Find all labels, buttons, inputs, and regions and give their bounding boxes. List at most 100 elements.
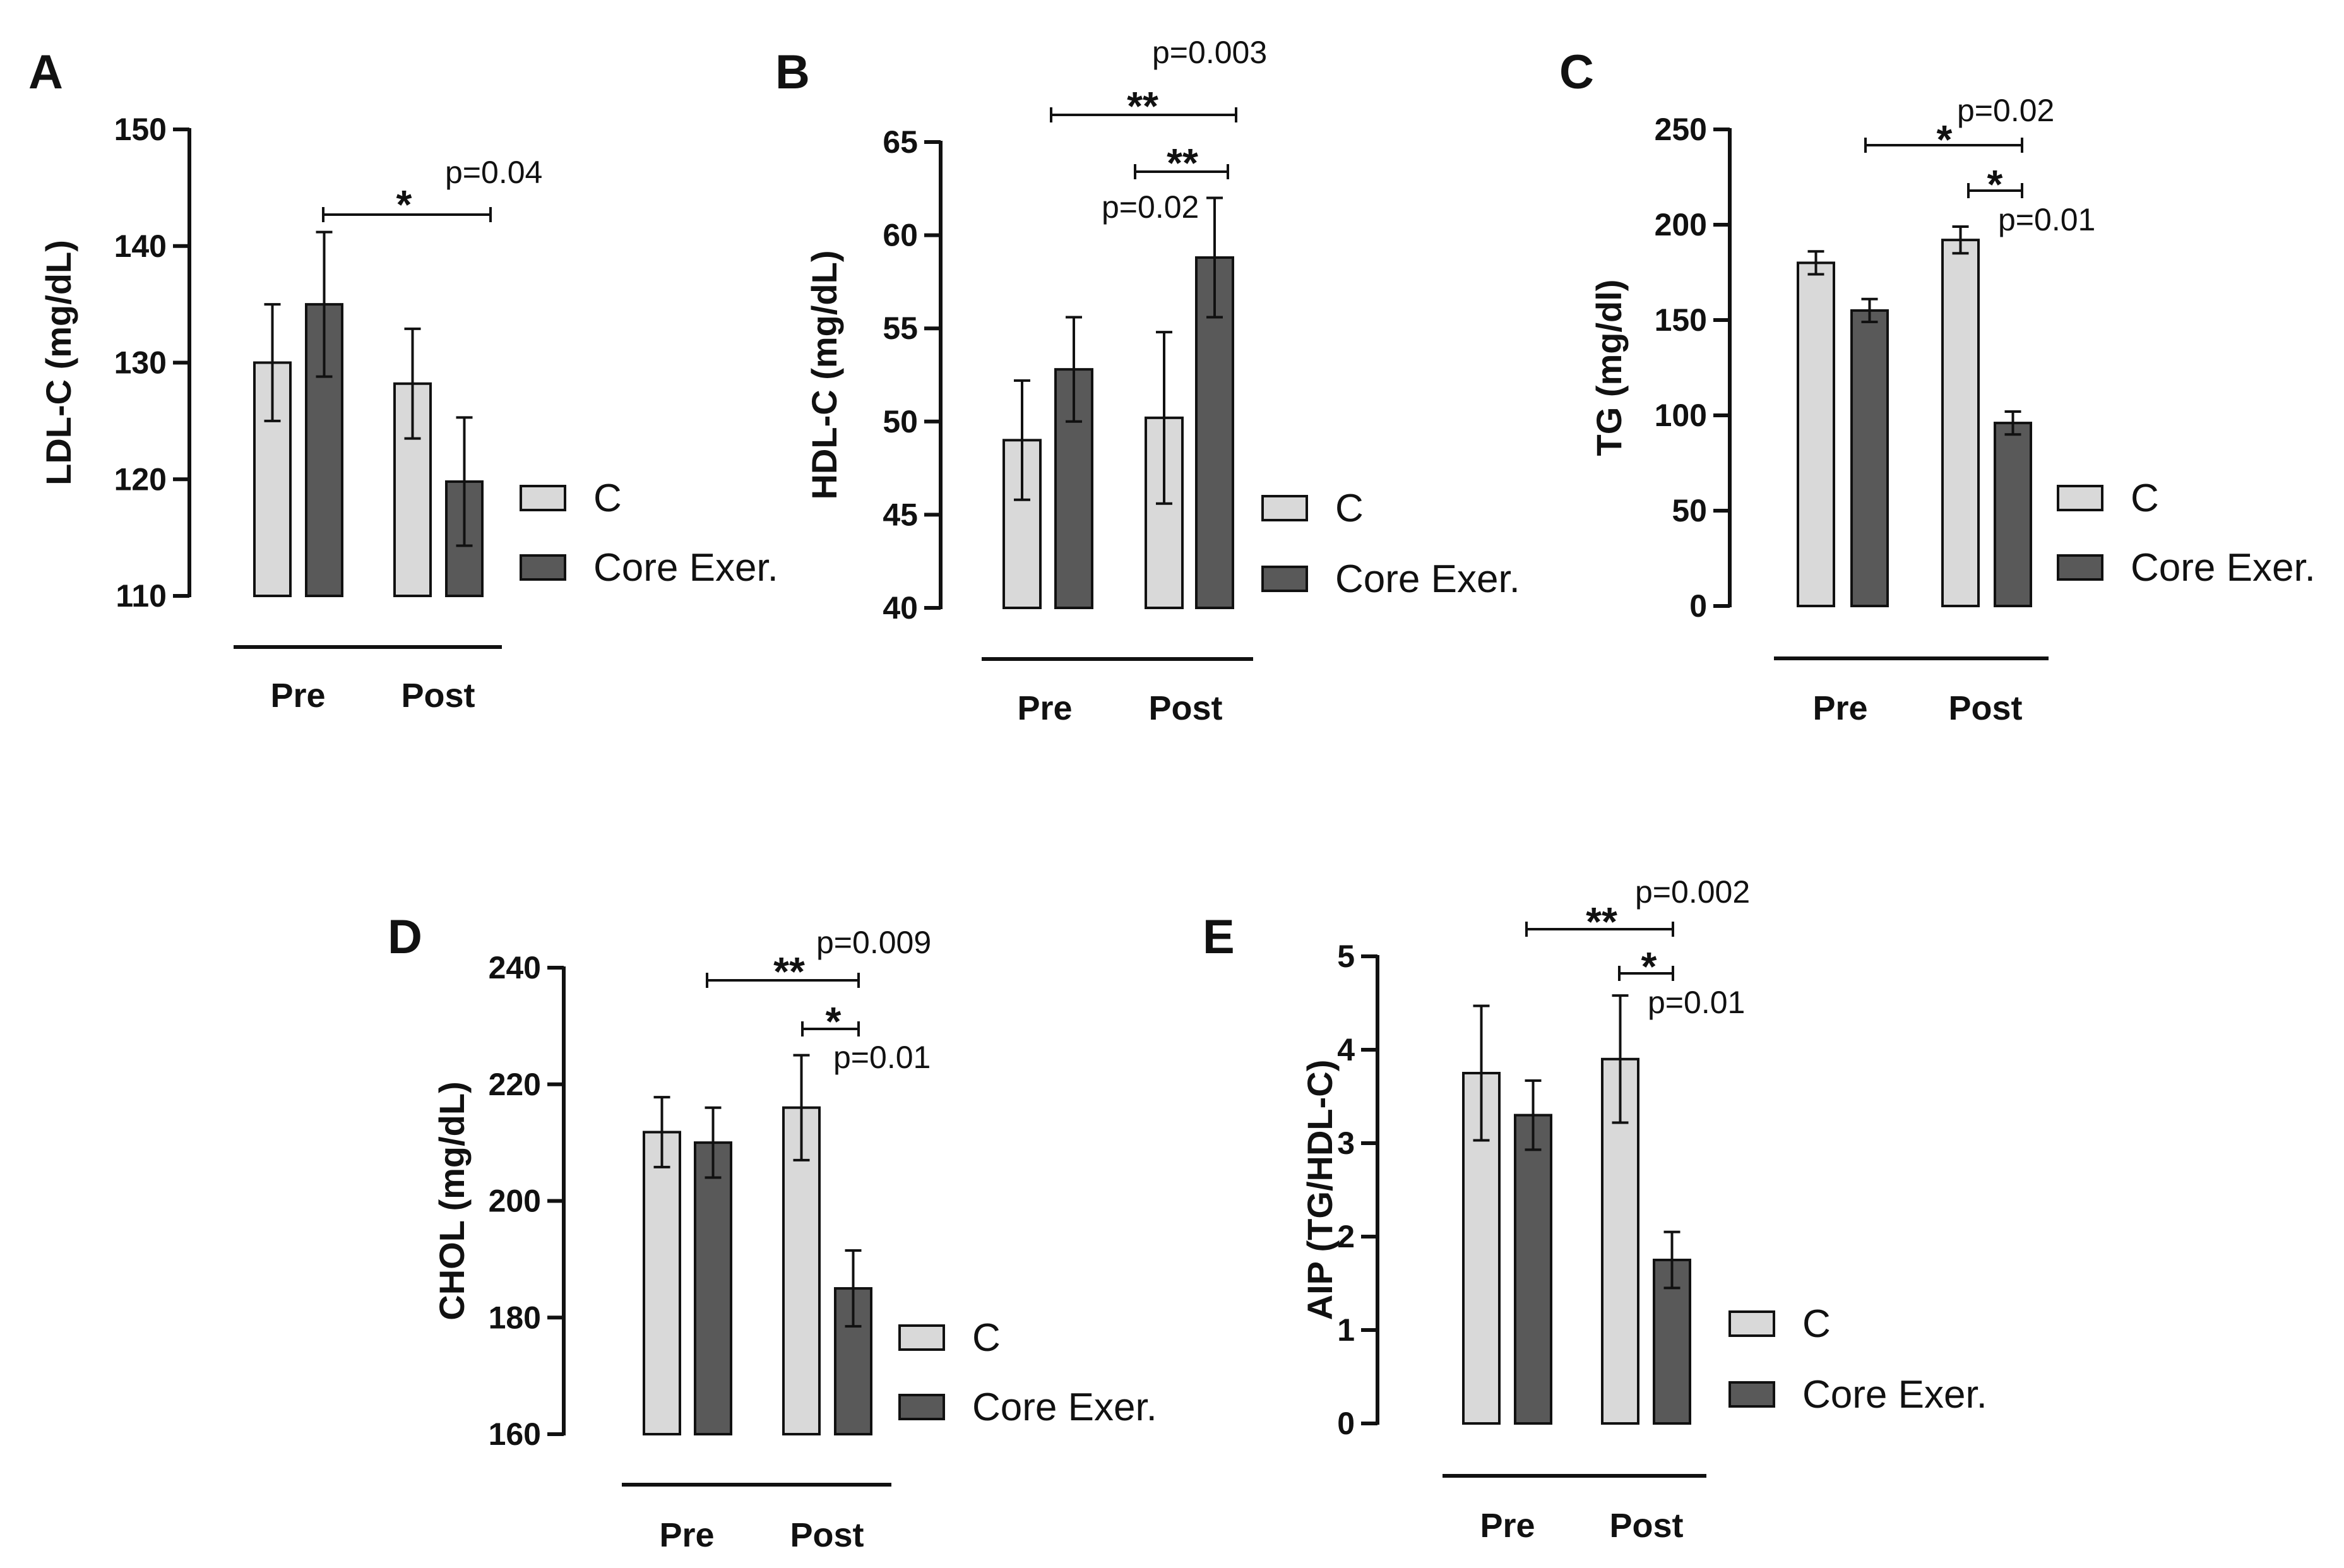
legend-swatch xyxy=(1261,566,1308,592)
legend-label: Core Exer. xyxy=(2131,546,2316,590)
panel-a: A 110 120 130 140 150 LDL-C (mg/dL) Pre Post C Cor… xyxy=(28,45,778,715)
y-tick-label: 150 xyxy=(114,112,167,147)
y-tick-label: 160 xyxy=(489,1417,541,1452)
y-tick-label: 130 xyxy=(114,345,167,381)
y-tick-label: 140 xyxy=(114,229,167,264)
significance-stars: * xyxy=(396,182,412,227)
legend-swatch xyxy=(1728,1310,1775,1337)
y-tick-label: 4 xyxy=(1337,1032,1355,1067)
legend-label: Core Exer. xyxy=(1335,557,1520,601)
y-tick-label: 5 xyxy=(1337,939,1355,974)
x-tick-label: Post xyxy=(1148,689,1222,727)
legend-swatch xyxy=(2057,554,2103,581)
y-tick-label: 150 xyxy=(1655,302,1707,338)
y-tick-label: 240 xyxy=(489,950,541,985)
significance-stars: * xyxy=(1987,162,2003,207)
x-tick-label: Pre xyxy=(1812,689,1867,727)
y-tick-label: 3 xyxy=(1337,1126,1355,1161)
panel-e: E 0 1 2 3 4 5 AIP (TG/HDL-C) Pre Post C Core Exer. *… xyxy=(1203,874,1987,1545)
significance-stars: * xyxy=(826,999,842,1044)
legend-label: C xyxy=(2131,477,2159,520)
y-tick-label: 2 xyxy=(1337,1219,1355,1254)
panel-d: D 160 180 200 220 240 CHOL (mg/dL) Pre Post C Core… xyxy=(388,910,1157,1554)
y-axis-title: HDL-C (mg/dL) xyxy=(804,250,844,499)
panel-b: B 40 45 50 55 60 65 HDL-C (mg/dL) Pre Post C Core E… xyxy=(775,35,1520,727)
legend-swatch xyxy=(520,554,566,581)
x-tick-label: Pre xyxy=(270,677,325,715)
bar-core-exer-pre xyxy=(1850,309,1889,607)
x-tick-label: Post xyxy=(401,677,475,715)
y-tick-label: 55 xyxy=(883,311,918,346)
y-tick-label: 1 xyxy=(1337,1312,1355,1348)
y-tick-label: 50 xyxy=(1672,493,1707,528)
bar-c-post xyxy=(782,1106,821,1435)
legend-label: Core Exer. xyxy=(593,546,778,590)
legend-label: C xyxy=(1335,487,1364,530)
legend-swatch xyxy=(898,1324,945,1351)
y-axis-title: CHOL (mg/dL) xyxy=(432,1081,472,1320)
p-value-label: p=0.002 xyxy=(1635,874,1750,910)
y-axis-title: TG (mg/dl) xyxy=(1589,280,1629,456)
y-tick-label: 110 xyxy=(116,578,167,614)
significance-stars: ** xyxy=(773,949,805,994)
panel-letter: D xyxy=(388,910,422,964)
legend-swatch xyxy=(898,1394,945,1420)
y-tick-label: 200 xyxy=(489,1184,541,1219)
legend-swatch xyxy=(2057,485,2103,511)
p-value-label: p=0.003 xyxy=(1152,35,1267,70)
y-tick-label: 120 xyxy=(114,461,167,497)
y-tick-label: 45 xyxy=(883,497,918,532)
x-tick-label: Post xyxy=(1948,689,2022,727)
legend-label: C xyxy=(1802,1302,1831,1346)
bar-core-exer-post xyxy=(1994,422,2032,608)
y-tick-label: 180 xyxy=(489,1300,541,1335)
panel-letter: B xyxy=(775,45,810,99)
x-tick-label: Post xyxy=(1609,1507,1683,1545)
p-value-label: p=0.01 xyxy=(833,1040,931,1075)
y-tick-label: 50 xyxy=(883,404,918,439)
y-tick-label: 220 xyxy=(489,1067,541,1102)
y-tick-label: 200 xyxy=(1655,207,1707,242)
legend-swatch xyxy=(1261,495,1308,521)
x-tick-label: Pre xyxy=(1017,689,1072,727)
y-tick-label: 40 xyxy=(883,590,918,626)
significance-stars: ** xyxy=(1127,83,1158,129)
legend-label: Core Exer. xyxy=(1802,1373,1987,1417)
significance-stars: * xyxy=(1641,944,1657,989)
significance-stars: ** xyxy=(1167,140,1198,186)
y-tick-label: 250 xyxy=(1655,112,1707,147)
panel-c: C 0 50 100 150 200 250 TG (mg/dl) Pre Post C Core E… xyxy=(1559,45,2316,727)
legend-label: Core Exer. xyxy=(972,1386,1157,1429)
legend-swatch xyxy=(1728,1381,1775,1408)
significance-stars: * xyxy=(1937,117,1953,162)
x-tick-label: Post xyxy=(790,1516,864,1554)
significance-stars: ** xyxy=(1586,899,1617,944)
panel-letter: E xyxy=(1203,910,1235,964)
y-axis-title: LDL-C (mg/dL) xyxy=(39,240,78,485)
p-value-label: p=0.01 xyxy=(1648,985,1745,1020)
x-tick-label: Pre xyxy=(659,1516,714,1554)
p-value-label: p=0.02 xyxy=(1957,93,2054,128)
p-value-label: p=0.04 xyxy=(445,155,542,190)
legend-label: C xyxy=(972,1316,1001,1360)
bar-core-exer-pre xyxy=(1514,1114,1552,1425)
bar-core-exer-pre xyxy=(694,1141,732,1435)
p-value-label: p=0.02 xyxy=(1102,189,1199,225)
y-tick-label: 0 xyxy=(1337,1406,1355,1441)
bar-c-pre xyxy=(1797,261,1835,607)
legend-label: C xyxy=(593,477,622,520)
legend-swatch xyxy=(520,485,566,511)
bar-c-post xyxy=(1941,239,1980,608)
panel-letter: C xyxy=(1559,45,1594,99)
y-tick-label: 60 xyxy=(883,218,918,253)
panel-letter: A xyxy=(28,45,63,99)
y-tick-label: 65 xyxy=(883,124,918,160)
y-axis-title: AIP (TG/HDL-C) xyxy=(1300,1060,1340,1321)
x-tick-label: Pre xyxy=(1480,1507,1535,1545)
y-tick-label: 0 xyxy=(1689,588,1707,624)
p-value-label: p=0.01 xyxy=(1998,202,2095,237)
y-tick-label: 100 xyxy=(1655,398,1707,433)
p-value-label: p=0.009 xyxy=(816,925,931,960)
bar-c-pre xyxy=(643,1131,681,1436)
